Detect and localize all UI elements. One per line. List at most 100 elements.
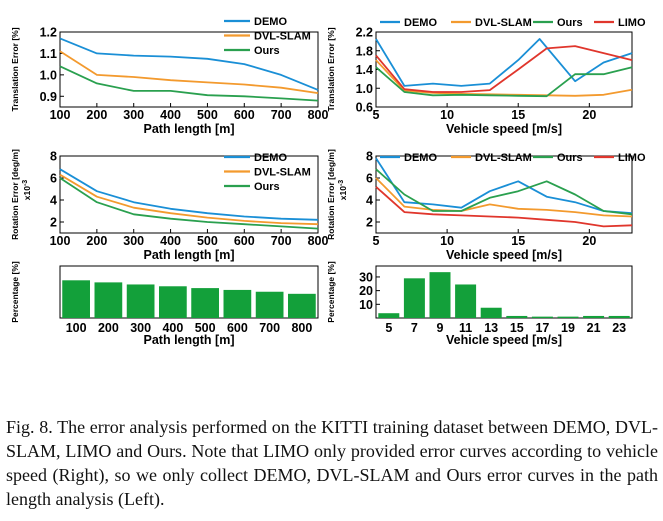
- legend-label: DVL-SLAM: [254, 167, 311, 179]
- y-tick-label: 1.0: [40, 68, 57, 82]
- y-axis-label: Percentage [%]: [326, 261, 336, 323]
- x-tick-label: 9: [437, 321, 444, 335]
- y-tick-label: 1.8: [356, 44, 373, 58]
- bar-23: [608, 315, 630, 318]
- x-tick-label: 15: [511, 234, 525, 248]
- legend-label: DVL-SLAM: [475, 152, 532, 164]
- series-line-ours: [375, 168, 633, 216]
- legend-label: LIMO: [618, 152, 646, 164]
- x-tick-label: 15: [510, 321, 524, 335]
- y-tick-label: 6: [50, 172, 57, 186]
- x-tick-label: 300: [130, 321, 151, 335]
- legend-label: DEMO: [404, 17, 437, 29]
- series-line-demo: [375, 38, 633, 87]
- x-axis-label: Path length [m]: [144, 248, 235, 262]
- y-tick-label: 30: [359, 270, 373, 284]
- legend-label: Ours: [557, 152, 583, 164]
- x-axis-label: Vehicle speed [m/s]: [446, 122, 562, 136]
- y-axis-label: Translation Error [%]: [10, 27, 20, 111]
- bar-400: [159, 286, 187, 318]
- bar-5: [378, 313, 400, 318]
- y-tick-label: 8: [366, 150, 373, 164]
- y-axis-label: Rotation Error [deg/m]: [326, 149, 336, 240]
- x-tick-label: 700: [259, 321, 280, 335]
- x-tick-label: 400: [160, 234, 181, 248]
- x-tick-label: 23: [612, 321, 626, 335]
- x-tick-label: 400: [160, 108, 181, 122]
- x-tick-label: 100: [50, 234, 71, 248]
- y-tick-label: 4: [366, 194, 373, 208]
- plot-frame: [59, 155, 319, 234]
- y-tick-label: 8: [50, 150, 57, 164]
- x-tick-label: 19: [561, 321, 575, 335]
- series-line-dvlslam: [375, 177, 633, 218]
- x-axis-label: Vehicle speed [m/s]: [446, 333, 562, 347]
- legend-label: DEMO: [254, 152, 287, 164]
- x-tick-label: 200: [86, 108, 107, 122]
- x-tick-label: 20: [582, 108, 596, 122]
- legend-label: DEMO: [254, 16, 287, 28]
- chart-br: Percentage [%] Vehicle speed [m/s] 5 7 9 11 13…: [326, 261, 633, 347]
- series-line-dvlslam: [375, 59, 633, 97]
- bar-13: [480, 307, 502, 318]
- y-tick-label: 1.1: [40, 47, 57, 61]
- x-tick-label: 20: [582, 234, 596, 248]
- x-tick-label: 800: [308, 234, 329, 248]
- y-tick-label: 20: [359, 284, 373, 298]
- x-tick-label: 15: [511, 108, 525, 122]
- legend-label: DVL-SLAM: [254, 31, 311, 43]
- x-tick-label: 500: [197, 234, 218, 248]
- legend-label: DVL-SLAM: [475, 17, 532, 29]
- legend-label: Ours: [254, 181, 280, 193]
- chart-tr: Translation Error [%] Vehicle speed [m/s]…: [326, 17, 646, 136]
- bar-200: [94, 282, 123, 318]
- x-tick-label: 10: [440, 108, 454, 122]
- legend-label: LIMO: [618, 17, 646, 29]
- y-axis-label: Translation Error [%]: [326, 27, 336, 111]
- y-tick-label: 1.2: [40, 26, 57, 40]
- x-tick-label: 200: [98, 321, 119, 335]
- y-axis-label: Rotation Error [deg/m]: [10, 149, 20, 240]
- x-tick-label: 17: [535, 321, 549, 335]
- bar-19: [557, 316, 579, 318]
- x-tick-label: 11: [459, 321, 472, 335]
- x-tick-label: 300: [123, 108, 144, 122]
- y-tick-label: 4: [50, 194, 57, 208]
- series-line-dvlslam: [59, 50, 319, 94]
- x-tick-label: 800: [308, 108, 329, 122]
- x-tick-label: 500: [195, 321, 216, 335]
- series-line-ours: [59, 177, 319, 230]
- x-tick-label: 10: [440, 234, 454, 248]
- bar-9: [429, 272, 451, 318]
- bar-800: [288, 293, 316, 318]
- x-tick-label: 100: [50, 108, 71, 122]
- x-tick-label: 21: [587, 321, 601, 335]
- x-tick-label: 13: [484, 321, 498, 335]
- legend-label: Ours: [557, 17, 583, 29]
- bar-21: [583, 315, 605, 318]
- x-tick-label: 7: [411, 321, 418, 335]
- y-tick-label: 0.6: [356, 101, 373, 115]
- y-axis-exponent: x10-3: [22, 180, 32, 201]
- x-tick-label: 800: [291, 321, 312, 335]
- legend-label: Ours: [254, 45, 280, 57]
- bar-17: [531, 316, 553, 318]
- x-tick-label: 400: [162, 321, 183, 335]
- x-tick-label: 500: [197, 108, 218, 122]
- bar-100: [62, 280, 90, 318]
- series-line-limo: [375, 45, 633, 93]
- x-tick-label: 600: [227, 321, 248, 335]
- x-tick-label: 700: [271, 108, 292, 122]
- y-tick-label: 2.2: [356, 26, 373, 40]
- y-tick-label: 6: [366, 172, 373, 186]
- chart-rr: Rotation Error [deg/m] x10-3 Vehicle speed…: [326, 149, 646, 262]
- x-tick-label: 600: [234, 234, 255, 248]
- y-tick-label: 2: [50, 216, 57, 230]
- plot-frame: [375, 155, 633, 234]
- plot-frame: [59, 31, 319, 108]
- bar-500: [191, 288, 219, 318]
- x-tick-label: 5: [373, 108, 380, 122]
- x-axis-label: Path length [m]: [144, 122, 235, 136]
- series-line-limo: [375, 186, 633, 228]
- bar-7: [403, 278, 425, 318]
